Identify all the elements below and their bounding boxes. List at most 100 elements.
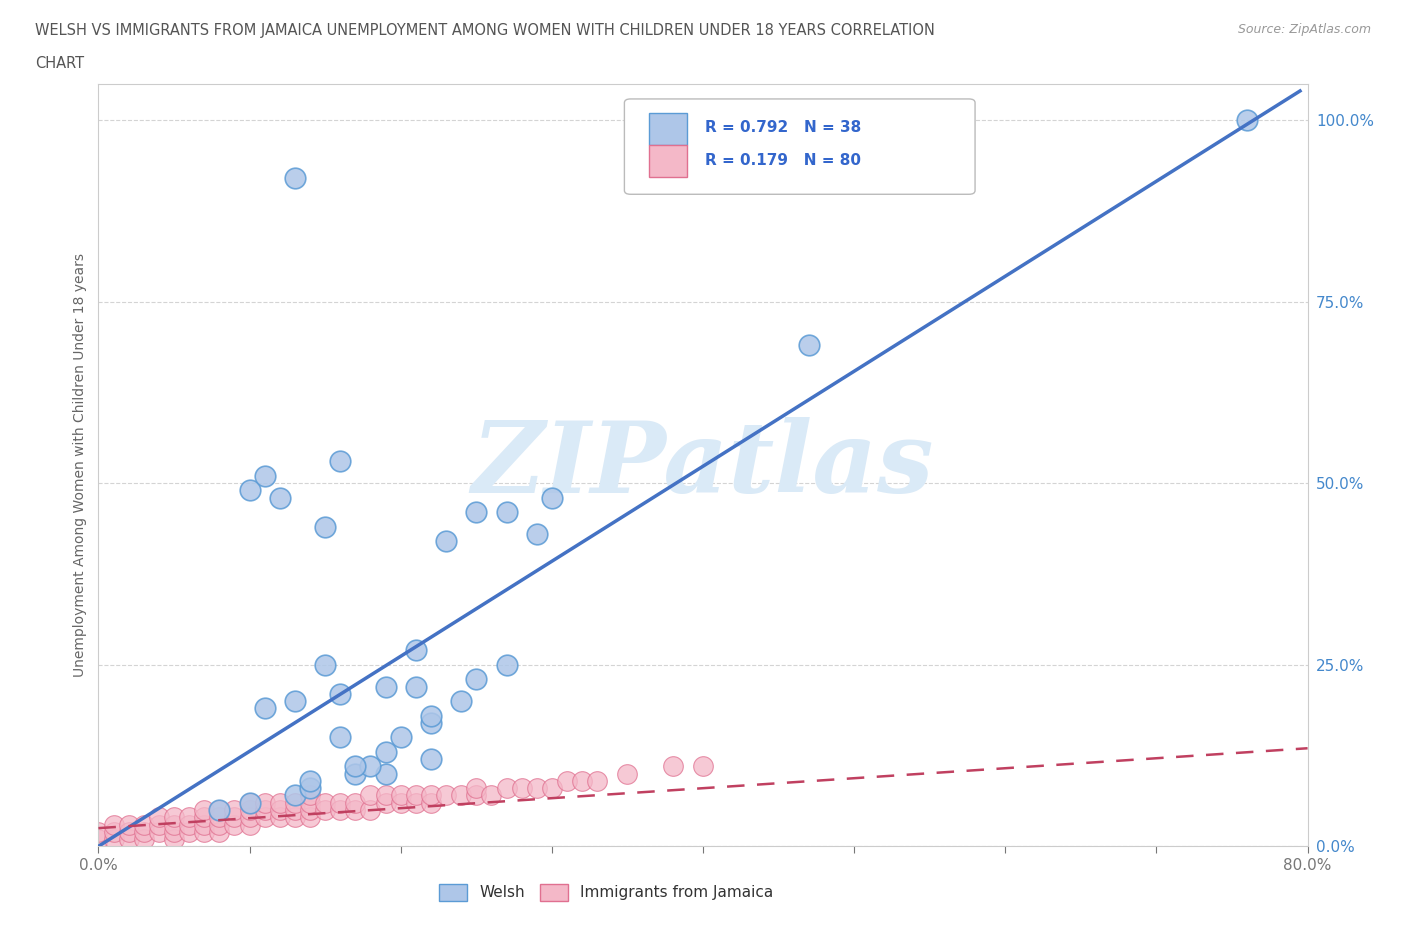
Point — [419, 795, 441, 810]
Point — [299, 810, 322, 825]
Point — [253, 803, 276, 817]
Legend: Welsh, Immigrants from Jamaica: Welsh, Immigrants from Jamaica — [433, 877, 779, 908]
Point — [405, 795, 427, 810]
Point — [177, 810, 201, 825]
Point — [329, 730, 352, 745]
Point — [239, 795, 262, 810]
Text: Source: ZipAtlas.com: Source: ZipAtlas.com — [1237, 23, 1371, 36]
Point — [571, 774, 593, 789]
Point — [344, 795, 367, 810]
Point — [405, 643, 427, 658]
Point — [360, 803, 382, 817]
Point — [103, 831, 125, 846]
Point — [419, 788, 441, 803]
Point — [616, 766, 638, 781]
Point — [329, 454, 352, 469]
Point — [405, 679, 427, 694]
Point — [465, 671, 488, 686]
Point — [314, 803, 336, 817]
Point — [495, 658, 517, 672]
Point — [419, 751, 441, 766]
Point — [374, 679, 396, 694]
Point — [360, 759, 382, 774]
Text: WELSH VS IMMIGRANTS FROM JAMAICA UNEMPLOYMENT AMONG WOMEN WITH CHILDREN UNDER 18: WELSH VS IMMIGRANTS FROM JAMAICA UNEMPLO… — [35, 23, 935, 38]
FancyBboxPatch shape — [624, 99, 976, 194]
Point — [419, 708, 441, 723]
Point — [239, 810, 262, 825]
Point — [389, 795, 412, 810]
Point — [224, 810, 246, 825]
Point — [374, 766, 396, 781]
Point — [555, 774, 578, 789]
Point — [661, 759, 683, 774]
Point — [314, 658, 336, 672]
Point — [284, 694, 307, 709]
Point — [118, 824, 141, 839]
Point — [269, 795, 291, 810]
Point — [374, 788, 396, 803]
Point — [148, 824, 170, 839]
Point — [118, 817, 141, 832]
Point — [299, 788, 322, 803]
Point — [540, 781, 562, 796]
Point — [344, 766, 367, 781]
Point — [253, 795, 276, 810]
Point — [193, 810, 215, 825]
Point — [465, 505, 488, 520]
Point — [177, 817, 201, 832]
Point — [692, 759, 714, 774]
Point — [586, 774, 609, 789]
Point — [87, 831, 110, 846]
Point — [193, 824, 215, 839]
Point — [329, 795, 352, 810]
Point — [163, 817, 186, 832]
Point — [314, 795, 336, 810]
Y-axis label: Unemployment Among Women with Children Under 18 years: Unemployment Among Women with Children U… — [73, 253, 87, 677]
Point — [299, 774, 322, 789]
Text: R = 0.179   N = 80: R = 0.179 N = 80 — [706, 153, 862, 168]
Point — [87, 824, 110, 839]
Point — [239, 817, 262, 832]
Point — [299, 795, 322, 810]
Point — [163, 810, 186, 825]
Text: R = 0.792   N = 38: R = 0.792 N = 38 — [706, 120, 862, 136]
Point — [284, 795, 307, 810]
Point — [299, 803, 322, 817]
Point — [177, 824, 201, 839]
Point — [163, 824, 186, 839]
Point — [224, 817, 246, 832]
Text: ZIPatlas: ZIPatlas — [472, 417, 934, 513]
Point — [208, 803, 231, 817]
Point — [208, 824, 231, 839]
Point — [269, 810, 291, 825]
Point — [434, 788, 457, 803]
Point — [374, 795, 396, 810]
Point — [193, 817, 215, 832]
Point — [540, 490, 562, 505]
Point — [208, 803, 231, 817]
Point — [344, 803, 367, 817]
Point — [510, 781, 533, 796]
Point — [269, 490, 291, 505]
Point — [405, 788, 427, 803]
Point — [224, 803, 246, 817]
Point — [239, 483, 262, 498]
Point — [284, 810, 307, 825]
Point — [344, 759, 367, 774]
FancyBboxPatch shape — [648, 113, 688, 145]
Point — [360, 788, 382, 803]
Point — [526, 526, 548, 541]
Point — [434, 534, 457, 549]
Text: CHART: CHART — [35, 56, 84, 71]
Point — [797, 338, 820, 352]
Point — [118, 831, 141, 846]
Point — [269, 803, 291, 817]
Point — [314, 519, 336, 534]
Point — [450, 694, 472, 709]
Point — [253, 701, 276, 716]
Point — [495, 781, 517, 796]
Point — [163, 831, 186, 846]
Point — [132, 817, 155, 832]
Point — [450, 788, 472, 803]
Point — [284, 803, 307, 817]
